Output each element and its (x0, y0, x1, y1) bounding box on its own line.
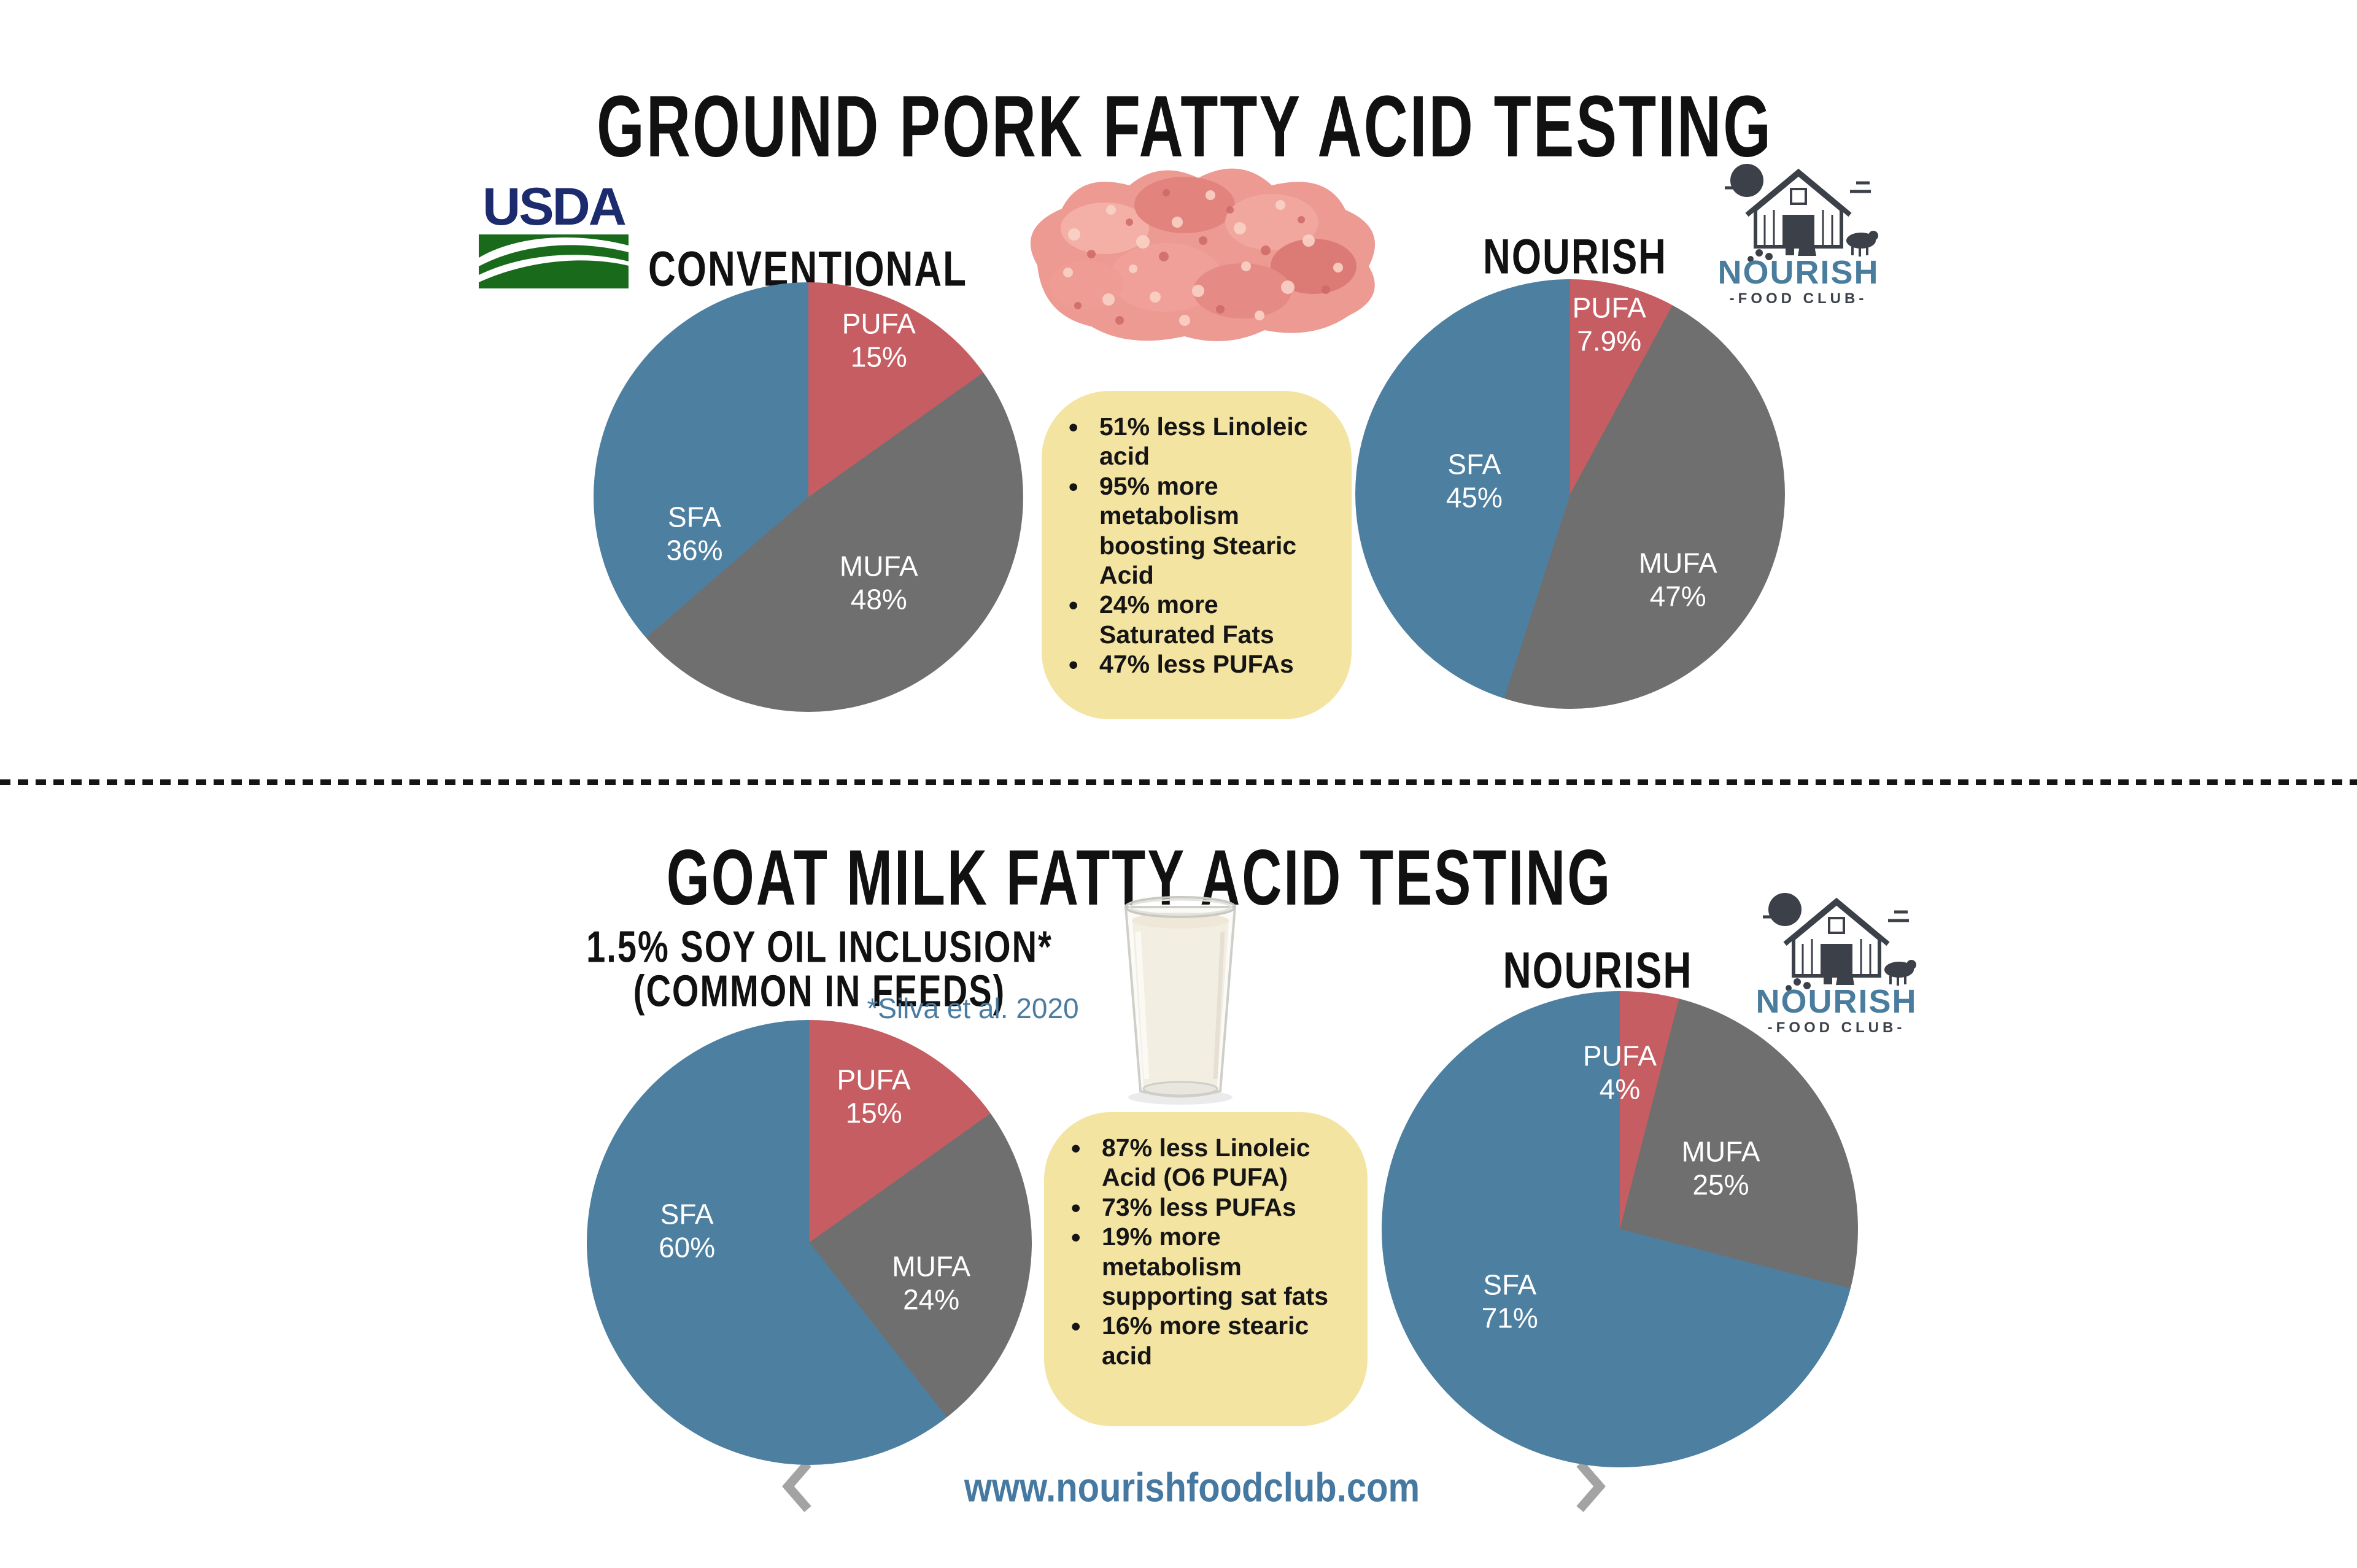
logo-farmer-2-body (1798, 229, 1816, 256)
callout-bullet: 87% less Linoleic Acid (O6 PUFA) (1069, 1133, 1352, 1192)
pork-callout-box: 51% less Linoleic acid95% more metabolis… (1042, 391, 1352, 719)
website-url: www.nourishfoodclub.com (964, 1464, 1420, 1511)
pie-chart-nourish-goat-milk (1382, 991, 1858, 1467)
nourish-label-bottom: NOURISH (1503, 941, 1693, 999)
logo-chicken-3 (1786, 985, 1792, 991)
pie-chart-conventional-ground-pork (594, 282, 1023, 712)
pie-slice-label-nourish-goat-milk-pufa: PUFA 4% (1582, 1040, 1657, 1105)
citation-text: *Silva et al. 2020 (867, 992, 1079, 1024)
logo-cow-legs (1851, 247, 1868, 257)
callout-bullet: 73% less PUFAs (1069, 1192, 1352, 1224)
logo-farmer-1 (1785, 221, 1795, 231)
logo-subtitle: -FOOD CLUB- (1730, 290, 1868, 307)
logo-chicken-1 (1755, 249, 1763, 257)
logo-wordmark: NOURISH (1717, 254, 1879, 291)
pie-slice-label-nourish-goat-milk-mufa: MUFA 25% (1681, 1135, 1760, 1201)
callout-bullet: 16% more stearic acid (1069, 1311, 1352, 1370)
logo-loft-window (1828, 917, 1845, 934)
pie-slice-label-soy-oil-goat-milk-pufa: PUFA 15% (837, 1064, 911, 1129)
pie-slice-label-conventional-ground-pork-sfa: SFA 36% (666, 501, 723, 566)
nourish-label-top: NOURISH (1483, 230, 1667, 285)
pie-slice-label-conventional-ground-pork-mufa: MUFA 48% (839, 550, 918, 616)
section-divider (0, 779, 2357, 785)
logo-cow-head (1868, 231, 1878, 241)
logo-farmer-1-body (1786, 231, 1794, 255)
pie-slice-label-nourish-ground-pork-mufa: MUFA 47% (1638, 547, 1717, 612)
logo-cow-legs (1889, 976, 1906, 986)
logo-subtitle: -FOOD CLUB- (1768, 1019, 1906, 1036)
logo-farmer-2 (1840, 948, 1850, 958)
callout-bullet: 51% less Linoleic acid (1066, 412, 1336, 471)
logo-barn-roof (1783, 897, 1890, 946)
logo-cow-head (1906, 960, 1916, 970)
logo-farmer-2-body (1836, 958, 1854, 985)
logo-loft-window (1790, 188, 1807, 205)
next-arrow-icon[interactable] (1571, 1460, 1608, 1513)
logo-chicken-2 (1765, 253, 1773, 260)
pork-section-title: GROUND PORK FATTY ACID TESTING (597, 77, 1773, 176)
usda-swoosh-2 (479, 255, 629, 282)
callout-bullet: 47% less PUFAs (1066, 649, 1336, 681)
pie-slice-label-conventional-ground-pork-pufa: PUFA 15% (842, 307, 916, 373)
logo-cloud-lines (1763, 910, 1909, 922)
nourish-food-club-logo: NOURISH -FOOD CLUB- (1717, 164, 1879, 307)
logo-barn-roof (1745, 168, 1852, 217)
pie-slice-label-nourish-ground-pork-pufa: PUFA 7.9% (1572, 292, 1646, 357)
logo-cow (1884, 962, 1914, 978)
pie-chart-nourish-ground-pork (1355, 279, 1785, 709)
logo-farmer-2 (1802, 219, 1812, 229)
callout-bullet: 19% more metabolism supporting sat fats (1069, 1222, 1352, 1311)
logo-chicken-3 (1747, 256, 1754, 262)
goat-callout-list: 87% less Linoleic Acid (O6 PUFA)73% less… (1044, 1112, 1368, 1389)
pie-slice-label-nourish-goat-milk-sfa: SFA 71% (1481, 1269, 1538, 1334)
pie-chart-soy-oil-goat-milk (587, 1020, 1032, 1465)
logo-cow (1846, 233, 1876, 249)
logo-wordmark: NOURISH (1755, 983, 1917, 1020)
logo-barn-planks (1802, 939, 1871, 975)
callout-bullet: 95% more metabolism boosting Stearic Aci… (1066, 471, 1336, 590)
logo-chicken-2 (1803, 982, 1811, 989)
logo-farmer-1 (1823, 950, 1833, 960)
logo-chicken-1 (1794, 978, 1801, 986)
callout-bullet: 24% more Saturated Fats (1066, 590, 1336, 649)
pie-slice-label-soy-oil-goat-milk-mufa: MUFA 24% (892, 1250, 971, 1316)
soy-oil-label-line1: 1.5% SOY OIL INCLUSION* (586, 921, 1053, 972)
logo-cloud-lines (1725, 181, 1871, 193)
pork-callout-list: 51% less Linoleic acid95% more metabolis… (1042, 391, 1352, 697)
soy-oil-label-line2: (COMMON IN FEEDS) (633, 965, 1006, 1016)
usda-swoosh-1 (479, 237, 629, 266)
logo-barn-planks (1763, 210, 1833, 245)
logo-sun-icon (1730, 164, 1763, 197)
previous-arrow-icon[interactable] (780, 1460, 816, 1513)
milk-glass-image (1124, 896, 1237, 1105)
ground-pork-image (1030, 168, 1376, 341)
logo-sun-icon (1768, 893, 1802, 926)
nourish-food-club-logo: NOURISH -FOOD CLUB- (1755, 893, 1917, 1036)
pie-slice-label-nourish-ground-pork-sfa: SFA 45% (1446, 448, 1503, 514)
usda-logo: USDA (479, 182, 629, 288)
usda-logo-text: USDA (482, 182, 625, 236)
logo-farmer-1-body (1824, 960, 1832, 984)
pie-slice-label-soy-oil-goat-milk-sfa: SFA 60% (659, 1198, 716, 1264)
goat-callout-box: 87% less Linoleic Acid (O6 PUFA)73% less… (1044, 1112, 1368, 1426)
